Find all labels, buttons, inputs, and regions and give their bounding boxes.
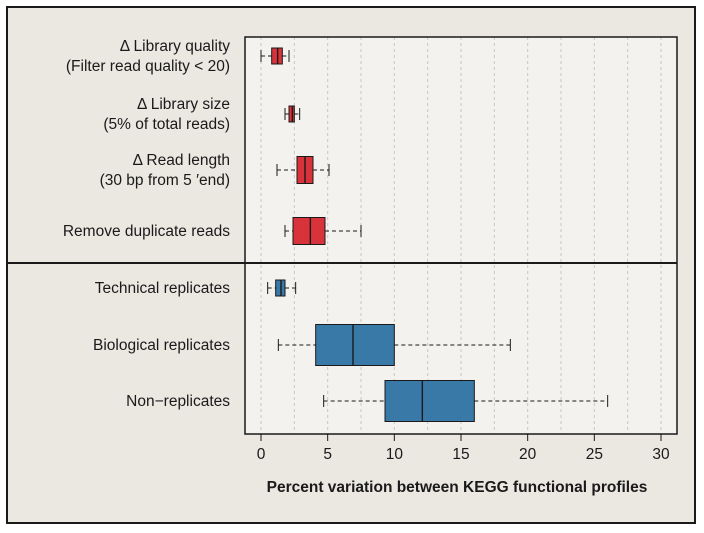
box [384, 380, 475, 422]
category-label: Remove duplicate reads [63, 223, 230, 240]
boxplot-chart: 0 5 10 15 20 25 30 Δ Library quality (Filter re… [8, 36, 678, 496]
x-axis: 0 5 10 15 20 25 30 [257, 434, 670, 463]
x-tick-label: 0 [257, 446, 266, 463]
x-axis-label: Percent variation between KEGG functiona… [267, 479, 648, 496]
x-tick-label: 10 [386, 446, 404, 463]
category-label: Non−replicates [126, 393, 230, 410]
category-label: Δ Library size (5% of total reads) [103, 96, 230, 133]
x-tick-label: 30 [652, 446, 670, 463]
category-label: Biological replicates [93, 337, 230, 354]
category-label: Δ Library quality (Filter read quality < … [66, 38, 230, 75]
box [292, 217, 326, 245]
category-label: Technical replicates [95, 280, 231, 297]
x-tick-label: 5 [323, 446, 332, 463]
box [315, 324, 395, 366]
x-tick-label: 15 [452, 446, 469, 463]
x-tick-label: 25 [586, 446, 603, 463]
figure-frame: 0 5 10 15 20 25 30 Δ Library quality (Filter re… [6, 6, 696, 524]
category-labels: Δ Library quality (Filter read quality < … [63, 38, 230, 410]
category-label: Δ Read length (30 bp from 5 ′end) [100, 152, 230, 189]
boxes [260, 47, 609, 422]
x-tick-label: 20 [519, 446, 537, 463]
